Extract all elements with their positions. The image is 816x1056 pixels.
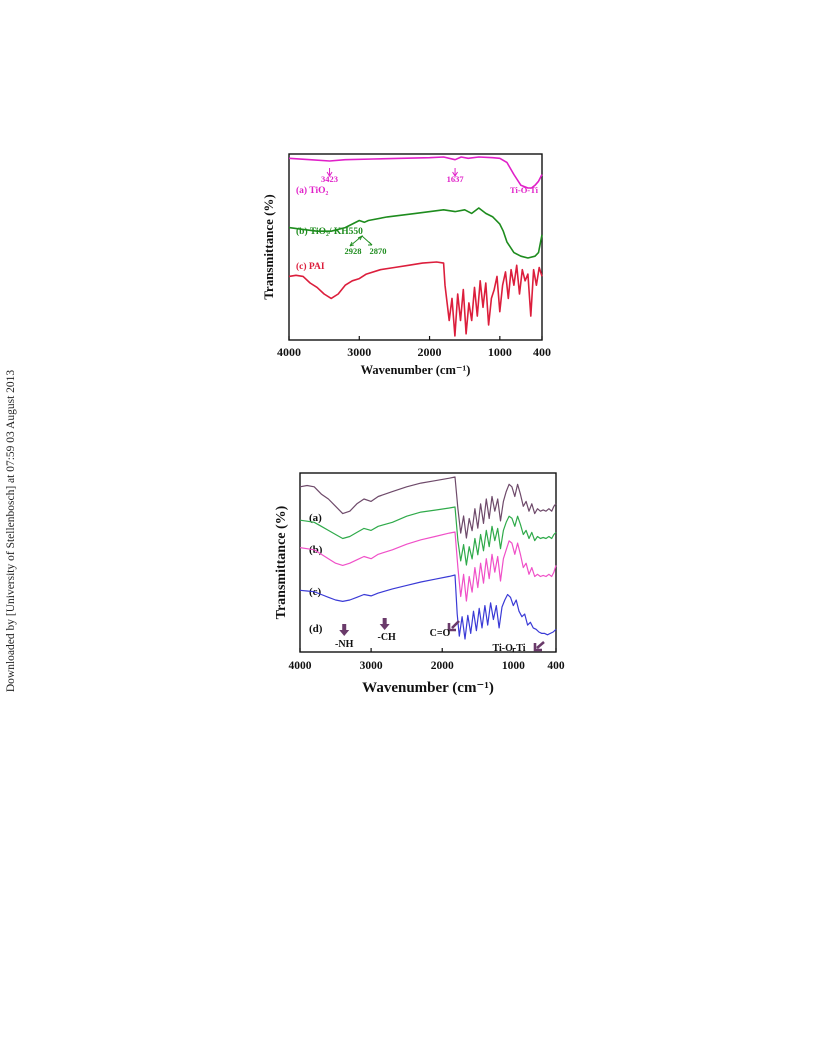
annotation-label: C=O [430, 628, 451, 639]
series-label-4: (d) [309, 623, 323, 635]
y-axis-label: Transmittance (%) [261, 194, 276, 300]
annotation-arrowhead [452, 171, 458, 177]
annotation-label: Ti-O-Ti [510, 185, 539, 195]
series-label-2: (b) TiO₂/ KH550 [296, 226, 363, 237]
series-line-2 [299, 506, 557, 566]
series-line-1 [288, 156, 543, 189]
x-tick-label: 1000 [502, 660, 525, 672]
x-tick-label: 400 [533, 345, 551, 359]
x-tick-label: 400 [547, 660, 565, 672]
x-tick-label: 2000 [418, 345, 442, 359]
annotation-label: 3423 [321, 174, 338, 184]
series-line-3 [288, 261, 543, 337]
x-tick-label: 3000 [360, 660, 383, 672]
y-axis-label: Transmittance (%) [274, 505, 289, 619]
series-label-3: (c) PAI [296, 261, 325, 272]
x-axis-label: Wavenumber (cm⁻¹) [361, 363, 471, 377]
annotation-arrow [379, 618, 390, 630]
annotation-label: 1637 [447, 174, 465, 184]
series-line-1 [299, 476, 557, 539]
annotation-label: -NH [335, 639, 354, 650]
plot-frame-2 [299, 472, 557, 653]
x-tick-label: 2000 [431, 660, 454, 672]
annotation-arrowhead [326, 171, 333, 177]
x-tick-label: 3000 [347, 345, 371, 359]
x-tick-label: 4000 [277, 345, 301, 359]
annotation-arrow [533, 641, 545, 652]
annotation-arrowhead [368, 241, 373, 246]
annotation-arrow [447, 620, 460, 632]
series-line-2 [288, 207, 543, 259]
x-tick-label: 1000 [488, 345, 512, 359]
annotation-label: Ti-O-Ti [493, 643, 526, 654]
annotation-arrow [339, 624, 350, 636]
x-tick-label: 4000 [289, 660, 312, 672]
annotation-label: 2870 [370, 246, 387, 256]
series-label-1: (a) [309, 512, 322, 524]
series-line-3 [299, 531, 557, 602]
plot-frame-1 [288, 153, 543, 341]
annotation-label: 2928 [345, 246, 362, 256]
annotation-arrowhead [349, 241, 355, 247]
x-axis-label: Wavenumber (cm⁻¹) [362, 680, 494, 696]
series-label-1: (a) TiO₂ [296, 185, 328, 196]
series-line-4 [299, 574, 557, 640]
annotation-arrow [349, 234, 373, 247]
annotation-label: -CH [377, 632, 396, 643]
